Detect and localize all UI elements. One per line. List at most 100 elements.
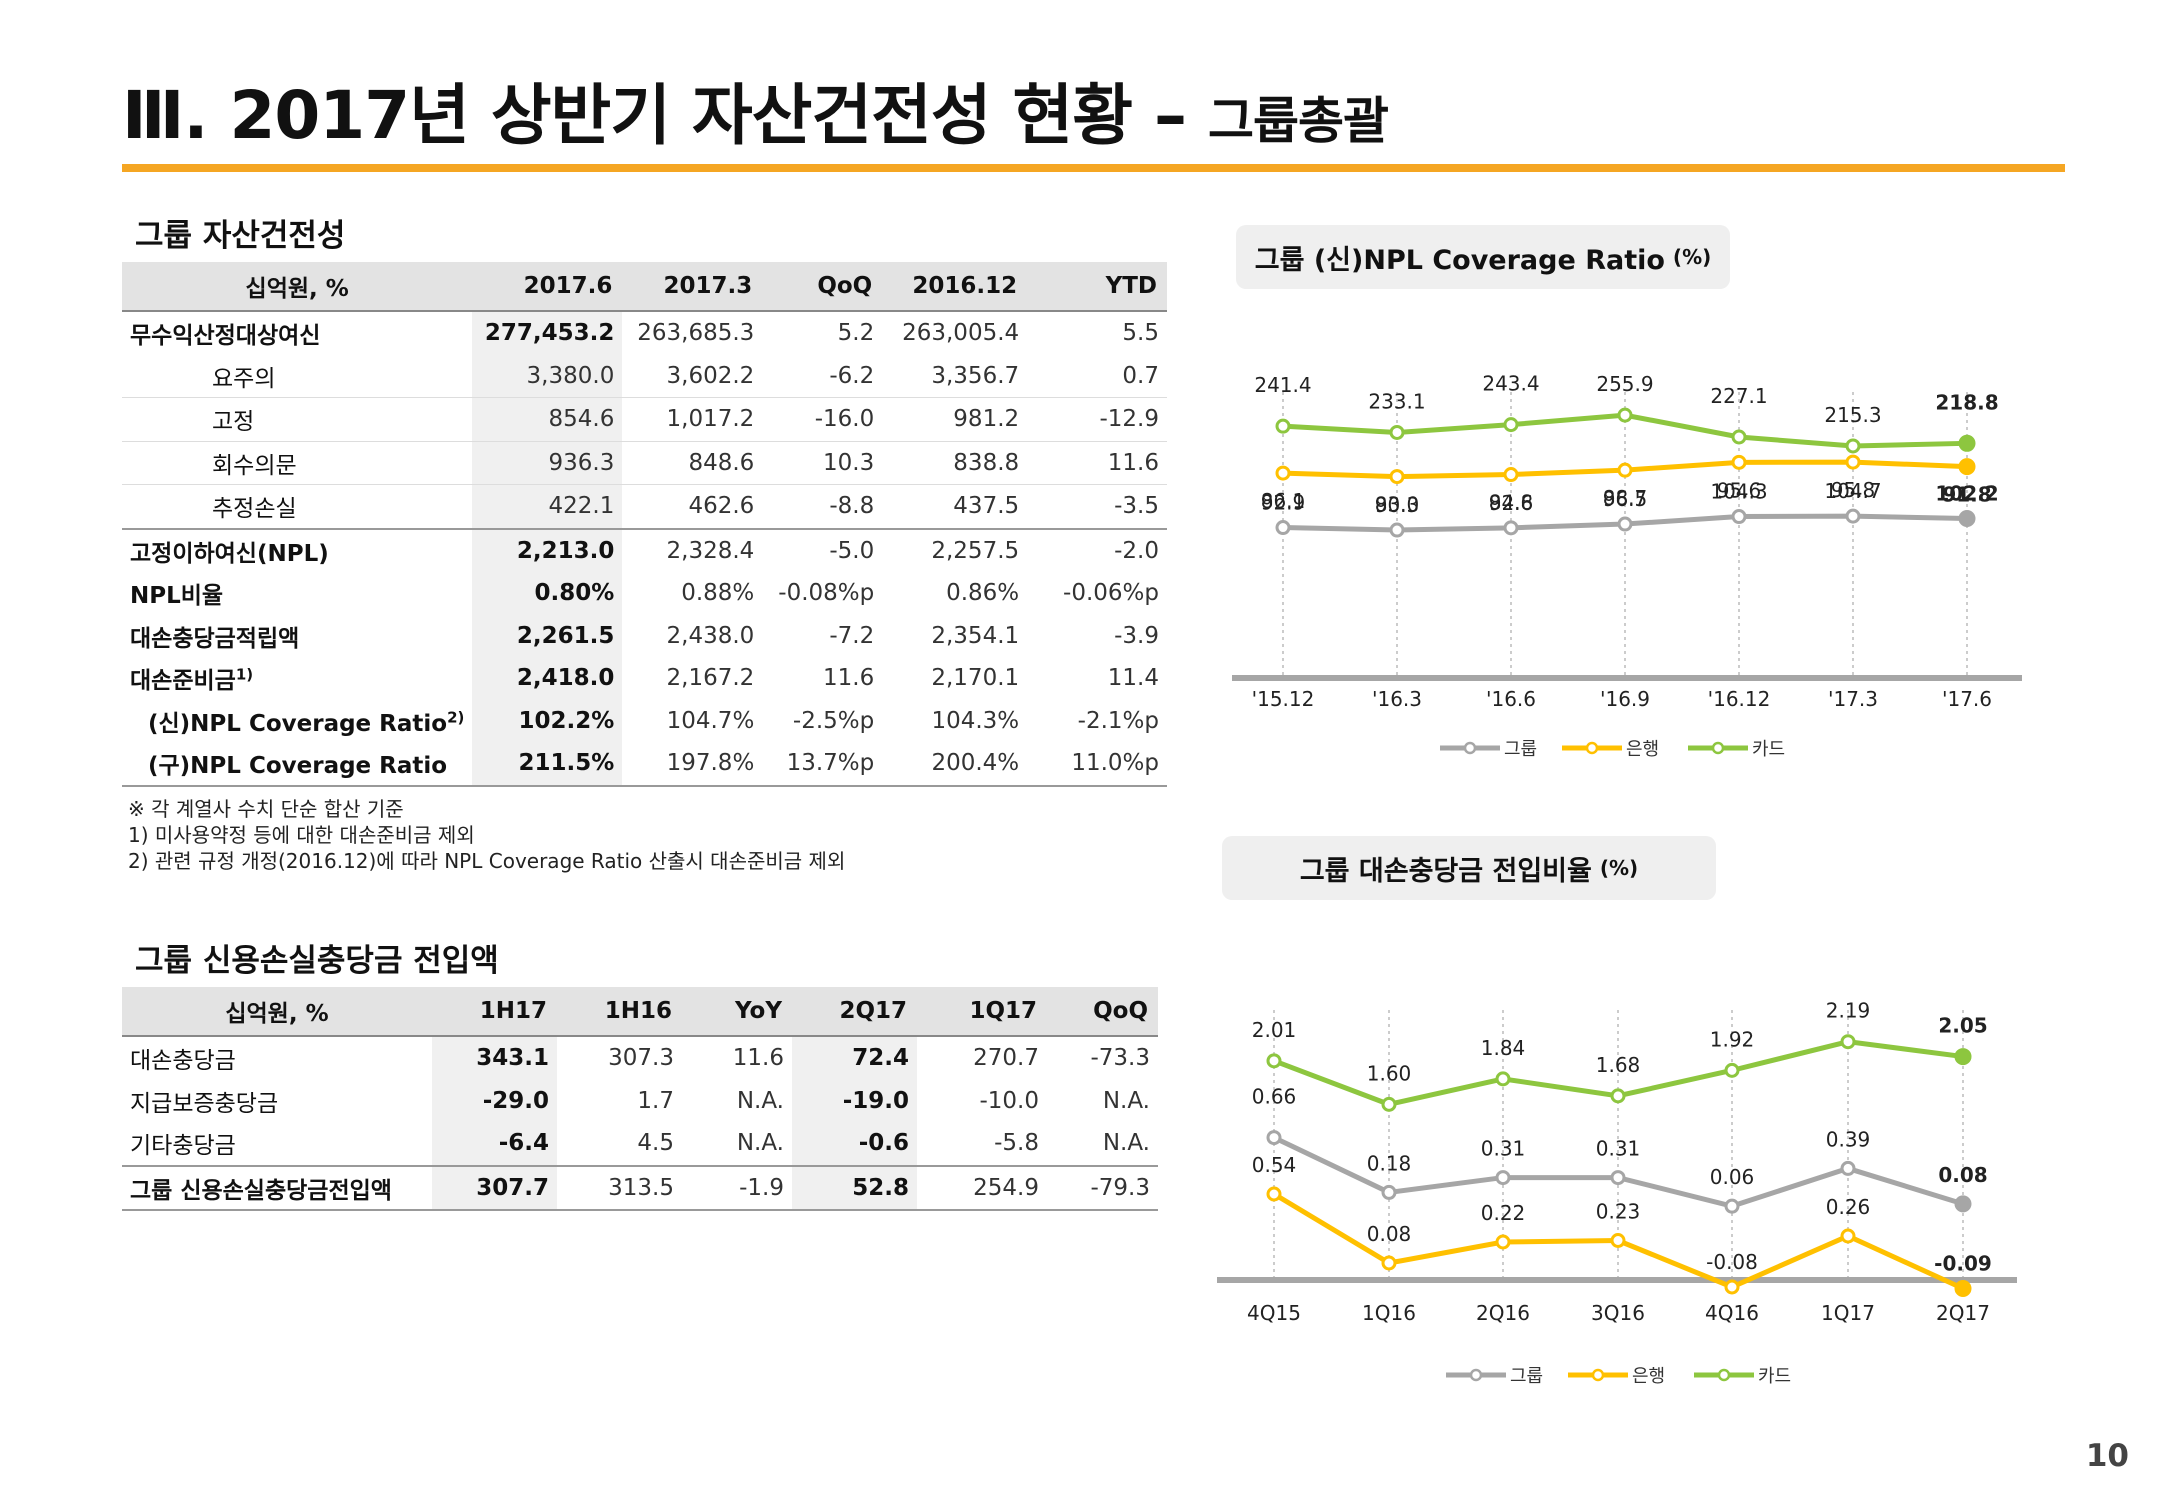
table-cell: 52.8 (792, 1164, 917, 1211)
table2-header-3: YoY (682, 987, 792, 1037)
data-label: 255.9 (1596, 372, 1653, 396)
table-cell: 2,354.1 (931, 622, 1020, 649)
row-label-text: 고정이하여신(NPL) (130, 540, 329, 567)
data-label: 241.4 (1254, 373, 1311, 397)
table-cell: 277,453.2 (472, 311, 623, 355)
data-point (1266, 1053, 1282, 1069)
table-cell: -7.2 (829, 622, 875, 649)
table-cell: 2,213.0 (472, 527, 623, 572)
row-label-text: 추정손실 (212, 496, 297, 523)
table1-header-row: 십억원, % 2017.6 2017.3 QoQ 2016.12 YTD (122, 262, 1167, 312)
chart2-x-tick: 1Q17 (1821, 1301, 1875, 1325)
table-cell: 2,170.1 (931, 665, 1020, 692)
table-cell: -73.3 (1090, 1045, 1150, 1072)
table-cell: -3.5 (1114, 493, 1159, 520)
table-cell: -8.8 (829, 493, 875, 520)
data-point (1610, 1170, 1626, 1186)
chart1-x-tick: '15.12 (1252, 687, 1315, 711)
table-cell: -1.9 (682, 1164, 792, 1211)
table-cell: N.A. (736, 1130, 784, 1157)
table-cell: 0.80% (472, 572, 623, 615)
table-cell: 13.7%p (762, 742, 883, 787)
table-cell: -29.0 (432, 1079, 557, 1122)
data-label: 0.54 (1252, 1153, 1297, 1177)
table-row: 고정이하여신(NPL) 2,213.0 2,328.4 -5.0 2,257.5 -2.0 (122, 527, 1167, 572)
data-point (1503, 467, 1519, 483)
data-label: 102.2 (1935, 482, 1998, 506)
data-point (1840, 1160, 1856, 1176)
data-point (1275, 520, 1291, 536)
row-label-text: 고정 (212, 409, 255, 436)
data-label: 215.3 (1824, 403, 1881, 427)
table-cell: -0.6 (792, 1122, 917, 1166)
table-row: 대손충당금적립액 2,261.5 2,438.0 -7.2 2,354.1 -3.9 (122, 614, 1167, 658)
chart1-unit: (%) (1672, 245, 1712, 269)
table-cell: 270.7 (973, 1045, 1039, 1072)
table-row: 추정손실 422.1 462.6 -8.8 437.5 -3.5 (122, 484, 1167, 529)
table-cell: 0.88% (681, 580, 755, 607)
table-cell: -79.3 (1047, 1164, 1158, 1211)
data-point (1610, 1233, 1626, 1248)
table-cell: 4.5 (637, 1130, 674, 1157)
data-point (1617, 462, 1633, 478)
data-label: 1.60 (1367, 1061, 1412, 1085)
page-title-sub: 그룹총괄 (1207, 92, 1389, 150)
row-label-text: 회수의문 (212, 452, 297, 479)
table-cell: 5.5 (1122, 320, 1159, 347)
page-title: Ⅲ. 2017년 상반기 자산건전성 현황 – 그룹총괄 (122, 62, 1389, 158)
chart2-title: 그룹 대손충당금 전입비율 (1299, 855, 1592, 887)
table-cell: 838.8 (882, 441, 1028, 485)
legend-label: 은행 (1632, 1366, 1665, 1387)
table-cell: 5.2 (837, 320, 875, 347)
data-label: -0.08 (1706, 1250, 1758, 1274)
data-label: 0.08 (1367, 1222, 1412, 1246)
row-label-footnote: 2) (447, 708, 465, 727)
data-point (1495, 1170, 1511, 1186)
table-cell: 254.9 (917, 1164, 1047, 1211)
data-point (1724, 1279, 1740, 1295)
row-label-text: 요주의 (212, 365, 276, 392)
chart1-x-tick: '16.9 (1600, 687, 1650, 711)
legend-marker (1463, 741, 1477, 755)
legend-label: 카드 (1752, 739, 1785, 760)
data-point (1845, 454, 1861, 470)
table-cell: 3,380.0 (472, 354, 623, 398)
table-row: 회수의문 936.3 848.6 10.3 838.8 11.6 (122, 441, 1167, 485)
data-label: 0.31 (1481, 1137, 1526, 1161)
row-label: 대손충당금 (130, 1048, 236, 1075)
table-cell: 854.6 (472, 397, 623, 442)
legend-marker (1469, 1368, 1483, 1382)
chart2-title-pill: 그룹 대손충당금 전입비율 (%) (1222, 836, 1716, 900)
table2-header-0: 십억원, % (122, 987, 432, 1037)
table-row: 무수익산정대상여신 277,453.2 263,685.3 5.2 263,005.4 5… (122, 311, 1167, 355)
note-2: 2) 관련 규정 개정(2016.12)에 따라 NPL Coverage Ra… (128, 849, 846, 873)
row-label-text: 대손충당금적립액 (130, 625, 300, 652)
table2-header-4: 2Q17 (792, 987, 917, 1037)
row-label-text: (구)NPL Coverage Ratio (148, 753, 448, 780)
chart2-x-tick: 2Q17 (1936, 1301, 1990, 1325)
data-point (1389, 469, 1405, 485)
data-label: 218.8 (1935, 390, 1998, 414)
table-cell: -16.0 (762, 397, 883, 442)
table-cell: -3.9 (1114, 622, 1159, 649)
table-cell: 1.7 (637, 1087, 674, 1114)
data-point (1840, 1228, 1856, 1244)
legend-label: 그룹 (1504, 739, 1537, 760)
data-point (1954, 1280, 1972, 1297)
data-point (1495, 1234, 1511, 1250)
data-label: 0.22 (1481, 1201, 1526, 1225)
table-cell: 2,257.5 (882, 527, 1028, 572)
data-point (1731, 429, 1747, 445)
table2-header-2: 1H16 (557, 987, 682, 1037)
data-point (1610, 1088, 1626, 1104)
row-label: 무수익산정대상여신 (122, 311, 472, 355)
data-label: 0.31 (1596, 1137, 1641, 1161)
row-label: 대손충당금적립액 (122, 615, 472, 658)
table-cell: -5.8 (994, 1130, 1039, 1157)
table2-header-5: 1Q17 (917, 987, 1047, 1037)
table-cell: 422.1 (472, 484, 623, 529)
table-cell: 343.1 (432, 1036, 557, 1080)
data-point (1389, 522, 1405, 538)
title-rule (122, 164, 2065, 172)
